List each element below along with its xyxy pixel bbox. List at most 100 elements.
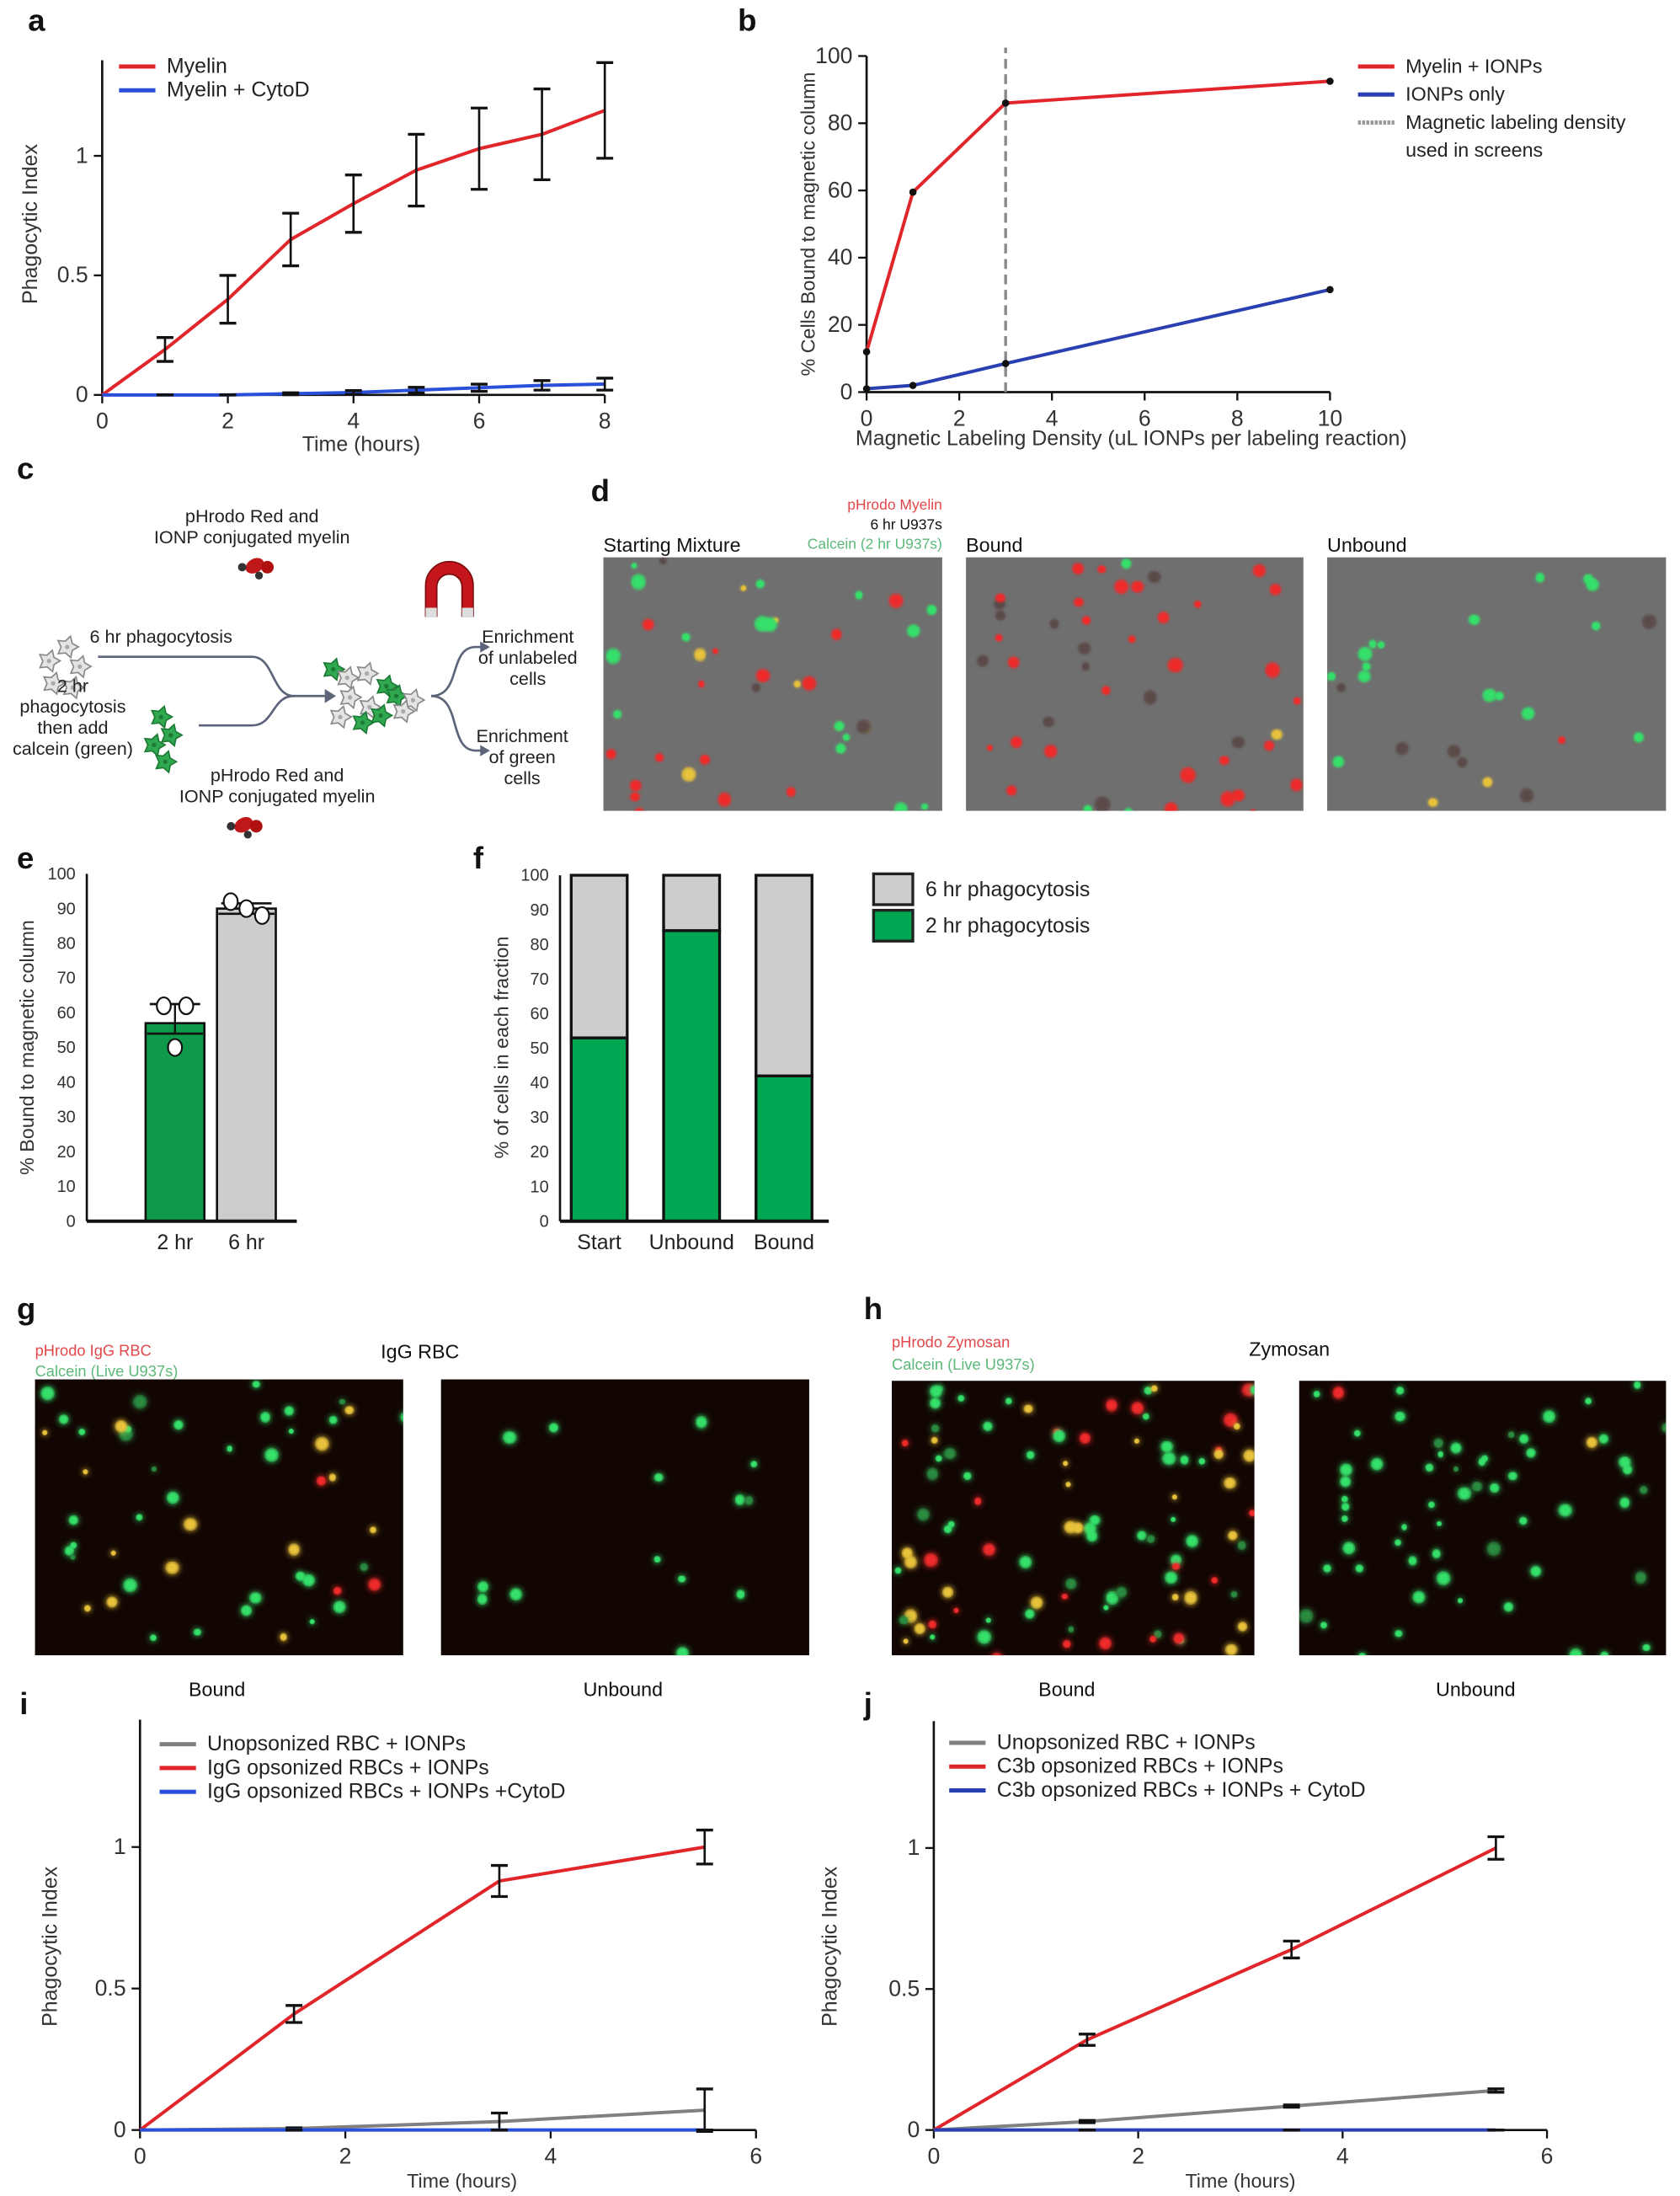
- cell: [1518, 1516, 1528, 1525]
- cell: [986, 745, 993, 751]
- cell: [1394, 1410, 1405, 1423]
- data-point: [238, 899, 254, 918]
- cell: [1194, 600, 1202, 607]
- cell: [792, 681, 801, 688]
- cell: [1062, 1639, 1072, 1649]
- cell: [109, 1550, 116, 1557]
- data-point: [909, 382, 917, 389]
- cell: [1224, 1477, 1236, 1489]
- cell: [1478, 1458, 1486, 1467]
- cell: [83, 1605, 92, 1612]
- j-ylabel: Phagocytic Index: [818, 1866, 842, 2027]
- cell: [1299, 1609, 1313, 1623]
- cell: [630, 780, 641, 791]
- e-ylabel: % Bound to magnetic column: [15, 920, 38, 1175]
- cell: [1469, 614, 1480, 625]
- y-tick-label: 20: [57, 1143, 76, 1162]
- a-legend: Myelin Myelin + CytoD: [119, 55, 310, 103]
- cell: [1044, 745, 1057, 757]
- cell: [1249, 1509, 1255, 1517]
- cell-nucleus: [152, 742, 157, 748]
- h-title: Zymosan: [1249, 1337, 1331, 1360]
- legend-text: Unopsonized RBC + IONPs: [996, 1730, 1256, 1755]
- y-tick-label: 0.5: [95, 1975, 126, 2001]
- cell: [1394, 1538, 1401, 1546]
- cell: [1521, 707, 1535, 721]
- y-tick-label: 0.5: [888, 1976, 920, 2001]
- cell-nucleus: [46, 659, 51, 664]
- cell: [1131, 580, 1144, 594]
- series-line: [932, 1846, 1497, 2132]
- legend-text: IONPs only: [1405, 83, 1505, 105]
- cell: [1052, 1429, 1066, 1443]
- y-tick-label: 1: [114, 1834, 126, 1859]
- cell: [1353, 1429, 1362, 1437]
- cell: [165, 1561, 179, 1574]
- cell: [1250, 809, 1256, 811]
- text-line: cells: [504, 767, 541, 788]
- cell: [503, 1430, 516, 1445]
- cell: [1083, 1521, 1096, 1535]
- f-ylabel: % of cells in each fraction: [489, 936, 513, 1159]
- y-tick-label: 50: [57, 1039, 76, 1057]
- green-cell-icon: [160, 723, 184, 747]
- legend-text: used in screens: [1405, 138, 1544, 162]
- h-legend-red: pHrodo Zymosan: [892, 1334, 1011, 1352]
- cell: [1253, 564, 1267, 578]
- x-tick-label: 8: [1231, 405, 1244, 430]
- cell: [309, 1619, 316, 1625]
- cell: [1171, 1493, 1178, 1499]
- cell: [1640, 1486, 1649, 1495]
- cell: [659, 557, 666, 565]
- y-tick-label: 100: [520, 867, 548, 885]
- gray-cell-icon: [329, 704, 353, 729]
- cell: [1633, 1381, 1641, 1389]
- cell: [982, 1421, 993, 1432]
- cell: [952, 1608, 959, 1614]
- x-tick-label: 6: [473, 409, 486, 434]
- series-line: [140, 2108, 705, 2132]
- text-line: of green: [488, 746, 556, 768]
- arrow-icon: [430, 645, 482, 697]
- magnet-body: [424, 560, 474, 617]
- cell: [605, 648, 621, 664]
- cell: [1230, 1590, 1238, 1598]
- cell: [893, 803, 908, 811]
- cell: [1049, 619, 1059, 628]
- cell: [115, 1419, 128, 1433]
- d-legend-black: 6 hr U937s: [870, 516, 942, 534]
- i-xlabel: Time (hours): [407, 2169, 518, 2192]
- cell: [1072, 563, 1084, 574]
- cell: [1622, 1465, 1632, 1476]
- cell: [762, 617, 777, 632]
- cell: [1592, 622, 1600, 631]
- cell: [259, 1412, 270, 1423]
- cell: [1007, 656, 1019, 668]
- y-tick-label: 60: [828, 177, 853, 202]
- cell: [1095, 797, 1110, 811]
- y-tick-label: 30: [531, 1109, 549, 1127]
- legend-text: Myelin + CytoD: [166, 78, 310, 103]
- x-tick-label: 4: [347, 409, 360, 434]
- cell: [1079, 1432, 1091, 1444]
- data-point: [862, 348, 871, 355]
- cell: [1368, 639, 1377, 649]
- cell: [1587, 578, 1599, 591]
- cell: [1128, 635, 1137, 644]
- cell: [1543, 1410, 1555, 1423]
- cell: [717, 793, 731, 806]
- y-tick-label: 40: [57, 1073, 76, 1092]
- text-line: Enrichment: [482, 626, 574, 648]
- series-line: [933, 2088, 1496, 2132]
- cell: [755, 668, 771, 683]
- gray-cell-icon: [42, 671, 67, 696]
- arrow-icon: [199, 694, 295, 727]
- g-caption-bound: Bound: [189, 1677, 246, 1701]
- cell: [1105, 1399, 1117, 1412]
- legend-item-cont: used in screens: [1358, 136, 1626, 163]
- cell: [1078, 642, 1091, 655]
- error-bar: [696, 1828, 713, 1866]
- error-bar: [1078, 2033, 1096, 2047]
- legend-item: IgG opsonized RBCs + IONPs: [159, 1756, 566, 1780]
- cell: [943, 1447, 956, 1460]
